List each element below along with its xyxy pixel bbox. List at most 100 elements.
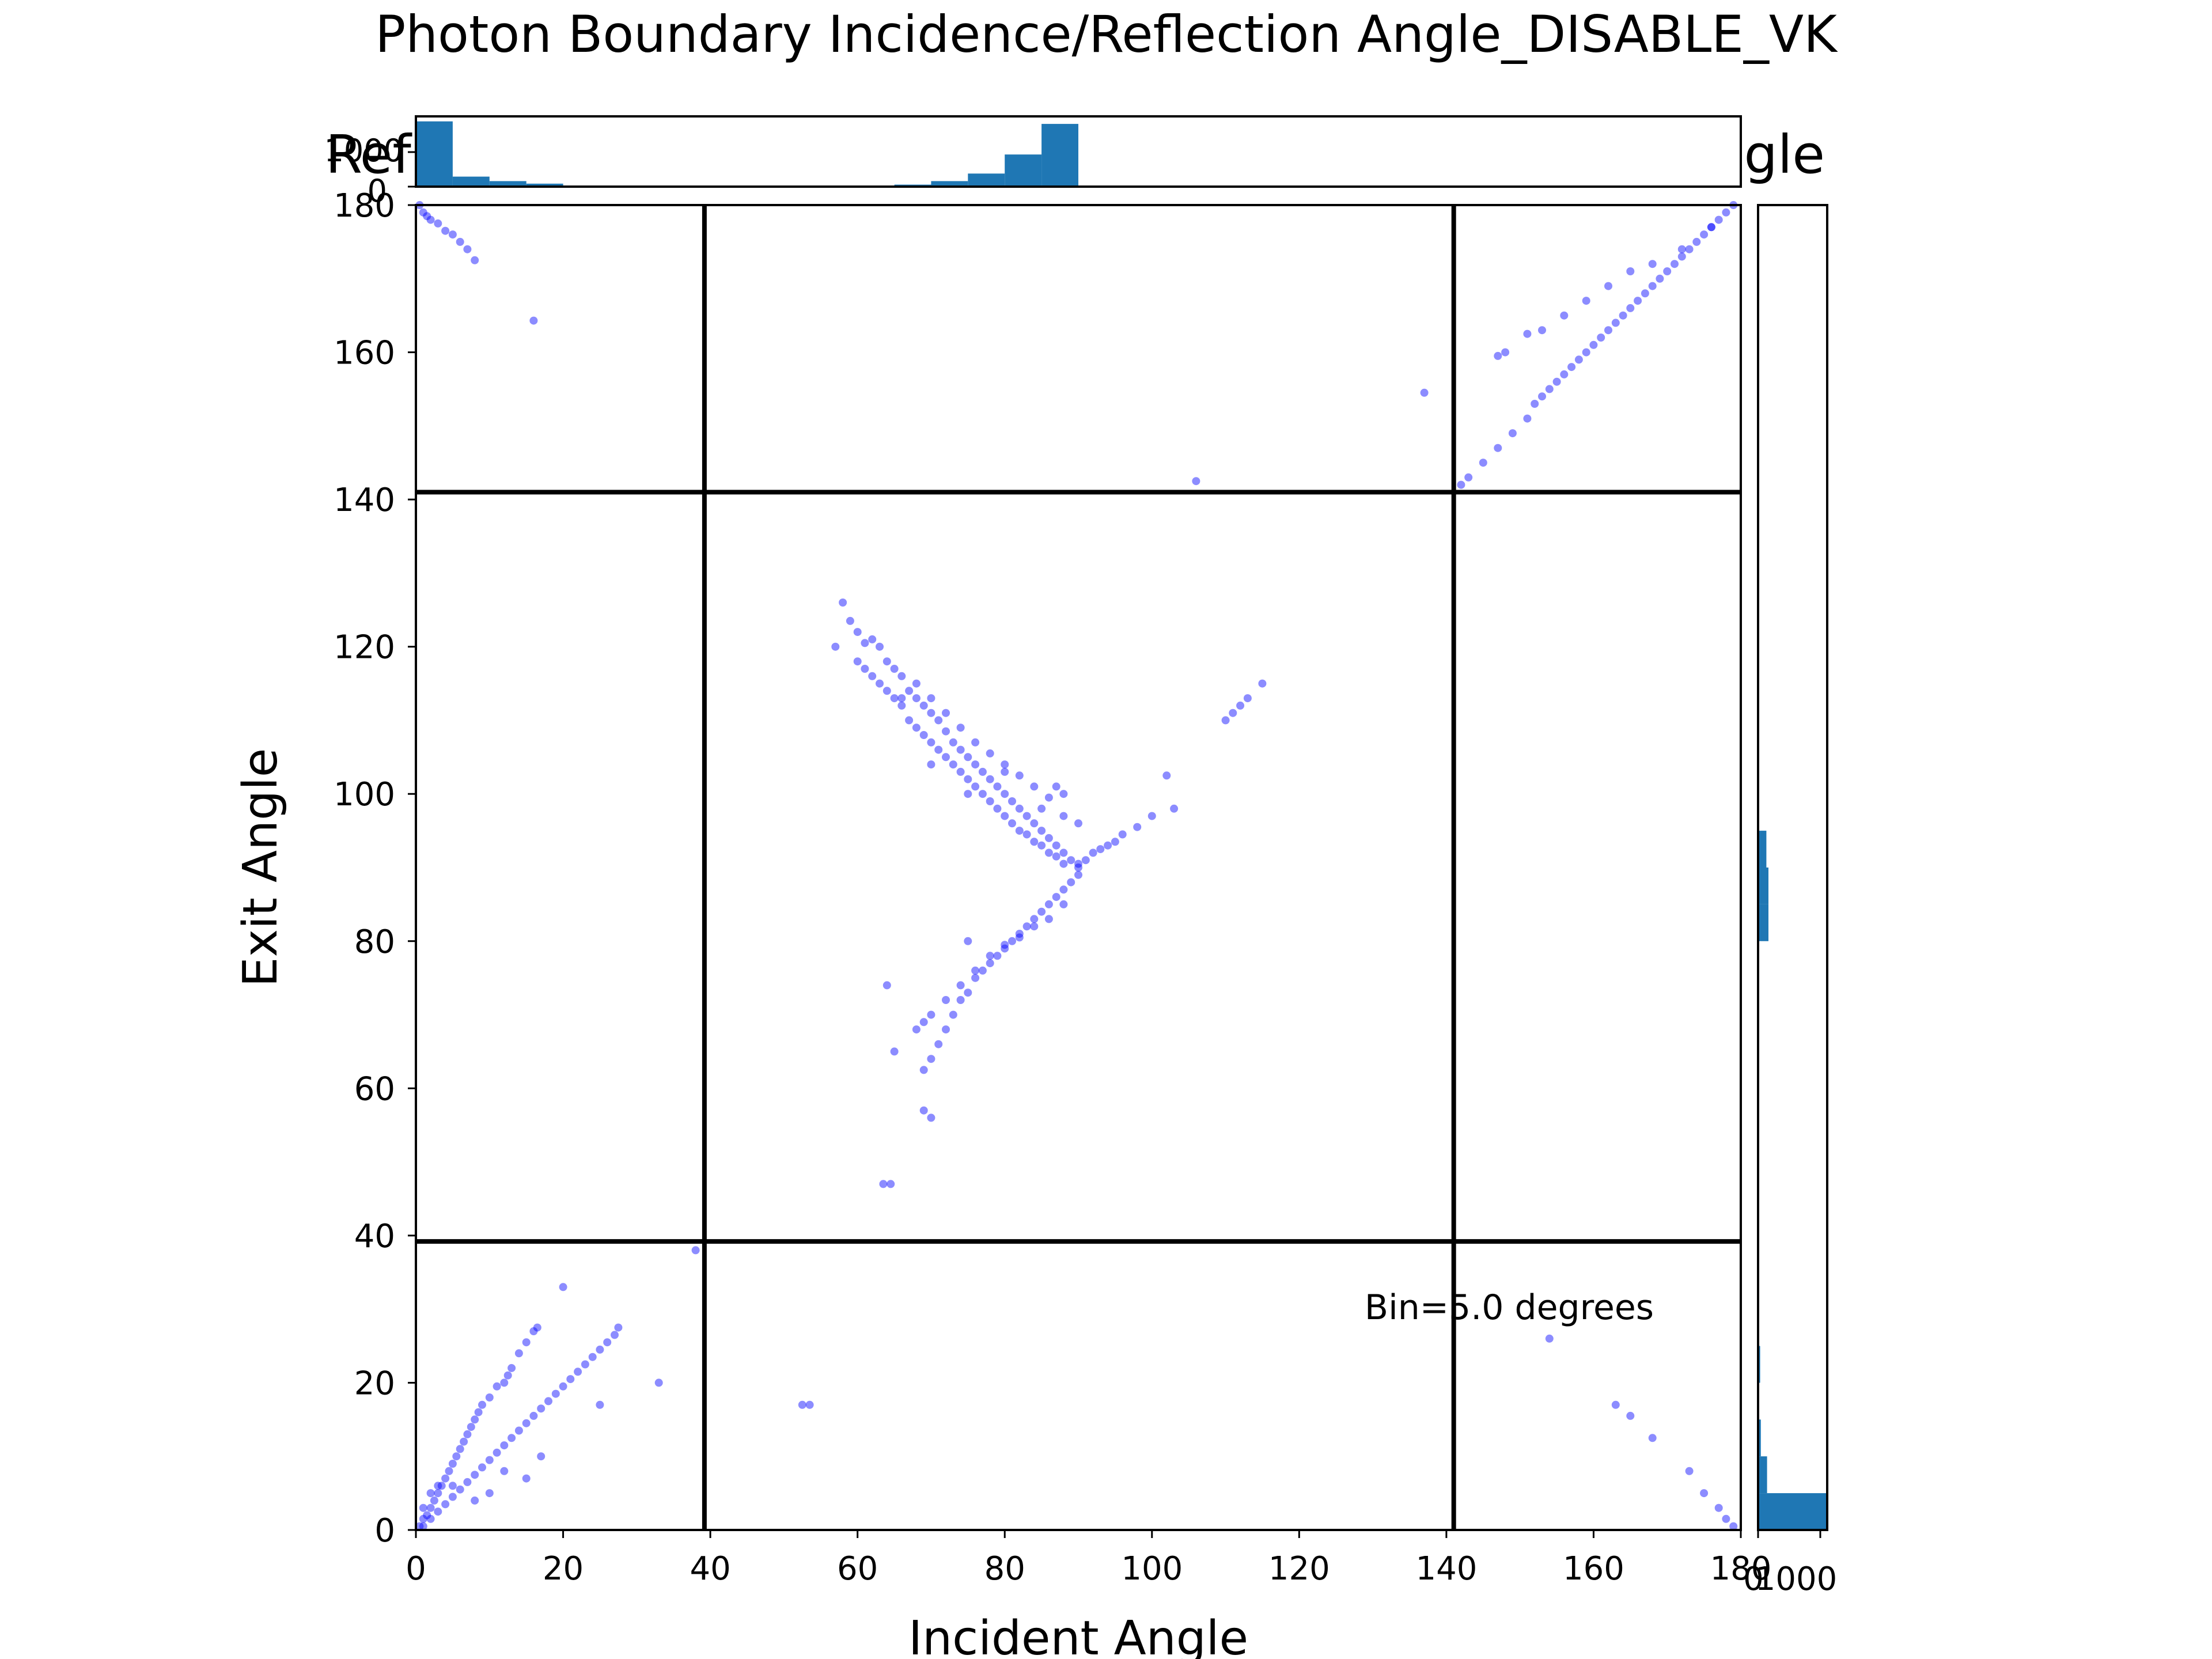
data-point — [471, 1471, 479, 1479]
data-point — [544, 1397, 552, 1406]
data-point — [919, 731, 928, 739]
data-point — [942, 709, 950, 717]
data-point — [1037, 841, 1046, 850]
data-point — [1634, 297, 1642, 305]
data-point — [1044, 849, 1053, 857]
data-point — [474, 1408, 483, 1416]
right-histogram-bar — [1758, 831, 1767, 868]
data-point — [1052, 841, 1060, 850]
data-point — [1059, 859, 1068, 868]
data-point — [1059, 885, 1068, 894]
data-point — [1052, 893, 1060, 902]
right-histogram-bar — [1758, 1493, 1827, 1530]
data-point — [1685, 245, 1694, 253]
data-point — [471, 256, 479, 264]
top-histogram-y-tick-1000: 1000 — [324, 132, 416, 169]
data-point — [426, 215, 435, 224]
y-tick-label: 120 — [334, 629, 395, 666]
data-point — [500, 1441, 509, 1450]
data-point — [463, 245, 472, 253]
y-tick-label: 180 — [334, 187, 395, 225]
data-point — [426, 1503, 435, 1512]
right-histogram-x-tick-0: 0 — [1743, 1530, 1764, 1598]
data-point — [437, 1482, 446, 1490]
data-point — [434, 1508, 442, 1516]
data-point — [1074, 870, 1082, 879]
data-point — [1229, 709, 1237, 717]
data-point — [529, 316, 538, 325]
top-histogram-bar — [1041, 124, 1078, 187]
data-point — [485, 1456, 494, 1464]
data-point — [434, 1482, 442, 1490]
data-point — [448, 1460, 457, 1468]
data-point — [942, 727, 950, 736]
right-histogram: 0 1000 — [1743, 204, 1837, 1598]
data-point — [415, 1522, 424, 1531]
data-point — [949, 738, 957, 747]
top-histogram-y-tick-label: 1000 — [324, 132, 403, 169]
data-point — [493, 1448, 501, 1457]
data-point — [890, 694, 899, 703]
data-point — [471, 1415, 479, 1424]
data-point — [1001, 790, 1009, 798]
data-point — [522, 1419, 531, 1427]
data-point — [1118, 830, 1127, 839]
data-point — [1059, 790, 1068, 798]
data-point — [964, 790, 972, 798]
data-point — [971, 738, 980, 747]
data-point — [971, 966, 980, 975]
data-point — [1538, 392, 1546, 401]
data-point — [456, 1485, 464, 1494]
data-point — [1030, 838, 1039, 846]
data-point — [897, 701, 906, 710]
data-point — [897, 694, 906, 703]
data-point — [1147, 812, 1156, 820]
data-point — [1258, 679, 1267, 688]
data-point — [463, 1478, 472, 1486]
data-point — [882, 657, 891, 666]
data-point — [853, 657, 862, 666]
y-tick-label: 40 — [354, 1218, 395, 1255]
data-point — [1015, 930, 1024, 938]
data-point — [1494, 444, 1502, 452]
data-point — [1626, 304, 1635, 312]
data-point — [1663, 267, 1672, 275]
data-point — [986, 749, 994, 757]
data-point — [890, 1047, 899, 1056]
data-point — [456, 1445, 464, 1453]
data-point — [419, 208, 427, 217]
data-point — [1044, 793, 1053, 802]
data-point — [882, 687, 891, 695]
y-tick-label: 20 — [354, 1365, 395, 1402]
top-histogram-bar — [452, 176, 490, 187]
data-point — [887, 1180, 895, 1188]
data-point — [507, 1434, 516, 1442]
data-point — [1008, 937, 1016, 945]
data-point — [514, 1426, 523, 1435]
data-point — [1059, 849, 1068, 857]
top-histogram-bar — [526, 183, 563, 187]
right-histogram-bar — [1758, 904, 1768, 941]
data-point — [1022, 830, 1031, 839]
data-point — [529, 1327, 538, 1335]
data-point — [1052, 852, 1060, 861]
partial-title-right: gle — [1744, 124, 1825, 185]
data-point — [441, 1474, 450, 1483]
data-point — [846, 616, 854, 625]
data-point — [467, 1423, 475, 1431]
data-point — [986, 959, 994, 968]
data-point — [956, 745, 965, 754]
data-point — [971, 782, 980, 791]
y-tick-label: 160 — [334, 335, 395, 372]
data-point — [1707, 223, 1715, 232]
data-point — [529, 1411, 538, 1420]
data-point — [1707, 223, 1715, 232]
top-histogram-bar — [416, 121, 453, 187]
data-point — [1545, 385, 1554, 393]
data-point — [956, 724, 965, 732]
data-point — [537, 1404, 546, 1413]
data-point — [551, 1389, 560, 1398]
data-point — [798, 1400, 806, 1409]
data-point — [876, 679, 884, 688]
